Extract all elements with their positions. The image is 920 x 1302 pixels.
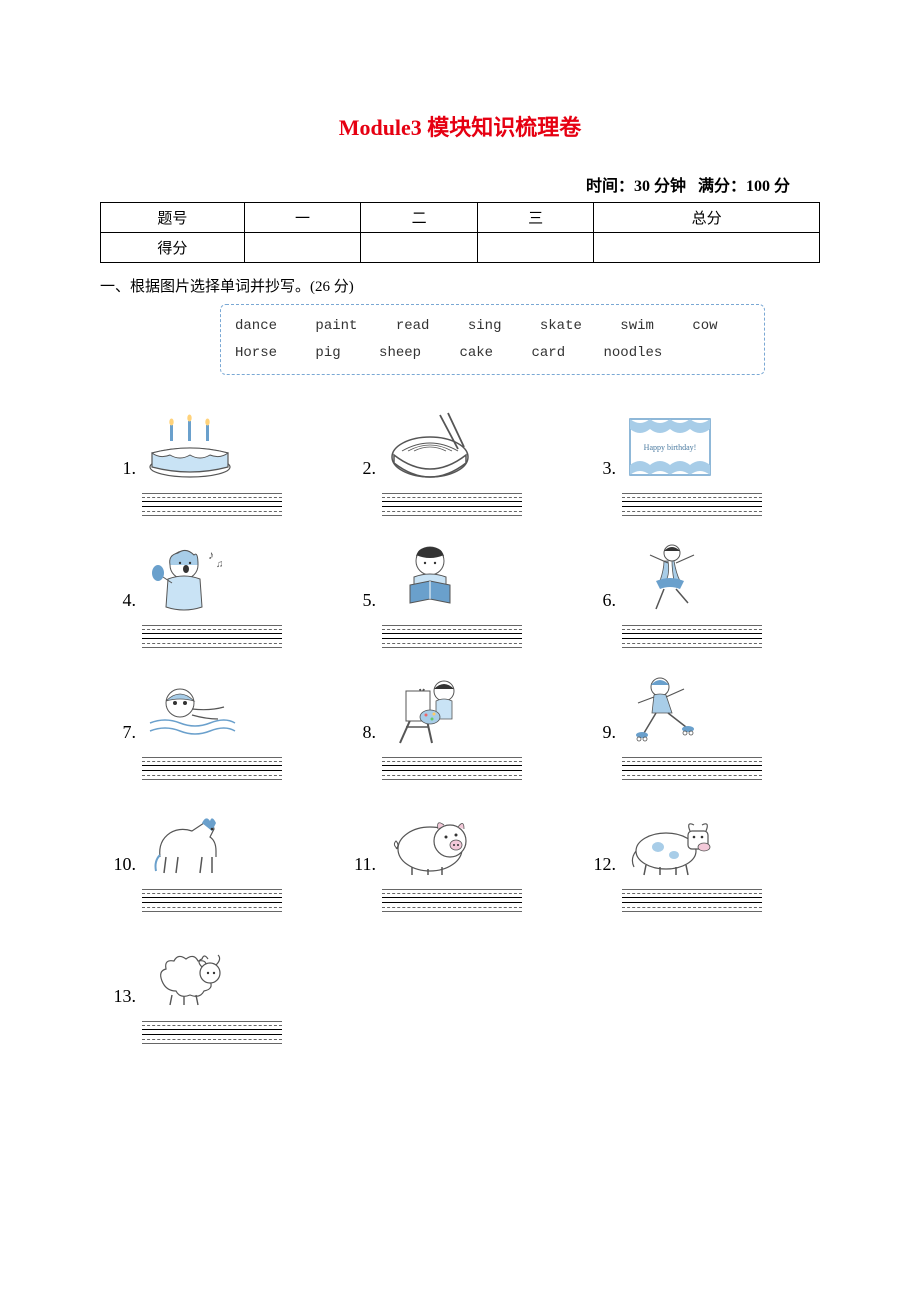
svg-text:Happy birthday!: Happy birthday! bbox=[644, 443, 697, 452]
list-item: 9. bbox=[580, 653, 820, 785]
sheep-icon bbox=[140, 933, 240, 1011]
cell: 二 bbox=[361, 203, 478, 233]
swim-icon bbox=[140, 669, 240, 747]
section-heading: 一、根据图片选择单词并抄写。(26 分) bbox=[100, 275, 820, 296]
item-number: 8. bbox=[352, 723, 376, 747]
cake-icon bbox=[140, 405, 240, 483]
item-number: 12. bbox=[592, 855, 616, 879]
writing-lines bbox=[382, 757, 522, 783]
pig-icon bbox=[380, 801, 480, 879]
horse-icon bbox=[140, 801, 240, 879]
skate-icon bbox=[620, 669, 720, 747]
item-number: 1. bbox=[112, 459, 136, 483]
writing-lines bbox=[622, 757, 762, 783]
time-label: 时间： bbox=[586, 178, 634, 195]
cell: 一 bbox=[244, 203, 361, 233]
page-title: Module3 模块知识梳理卷 bbox=[100, 110, 820, 142]
cell: 三 bbox=[477, 203, 594, 233]
word: cow bbox=[692, 313, 717, 340]
word: skate bbox=[540, 313, 582, 340]
item-number: 5. bbox=[352, 591, 376, 615]
word: paint bbox=[315, 313, 357, 340]
item-number: 10. bbox=[112, 855, 136, 879]
sing-icon bbox=[140, 537, 240, 615]
word: noodles bbox=[604, 340, 663, 367]
word: read bbox=[396, 313, 430, 340]
read-icon bbox=[380, 537, 480, 615]
cell: 得分 bbox=[101, 233, 245, 263]
paint-icon bbox=[380, 669, 480, 747]
word-bank-row: dance paint read sing skate swim cow bbox=[235, 313, 750, 340]
time-value: 30 分钟 bbox=[634, 178, 686, 195]
word: sing bbox=[468, 313, 502, 340]
writing-lines bbox=[382, 625, 522, 651]
item-number: 11. bbox=[352, 855, 376, 879]
item-number: 4. bbox=[112, 591, 136, 615]
score-value: 100 分 bbox=[746, 178, 790, 195]
table-row: 得分 bbox=[101, 233, 820, 263]
list-item: 4. bbox=[100, 521, 340, 653]
cell-empty bbox=[361, 233, 478, 263]
score-table: 题号 一 二 三 总分 得分 bbox=[100, 202, 820, 263]
word: pig bbox=[315, 340, 340, 367]
list-item: 2. bbox=[340, 389, 580, 521]
writing-lines bbox=[382, 889, 522, 915]
list-item: 13. bbox=[100, 917, 340, 1049]
writing-lines bbox=[142, 493, 282, 519]
word-bank: dance paint read sing skate swim cow Hor… bbox=[220, 304, 765, 375]
item-number: 9. bbox=[592, 723, 616, 747]
item-number: 3. bbox=[592, 459, 616, 483]
writing-lines bbox=[622, 889, 762, 915]
writing-lines bbox=[142, 625, 282, 651]
list-item: 10. bbox=[100, 785, 340, 917]
word: cake bbox=[459, 340, 493, 367]
word: Horse bbox=[235, 340, 277, 367]
score-label: 满分： bbox=[698, 178, 746, 195]
list-item: 11. bbox=[340, 785, 580, 917]
cell-empty bbox=[594, 233, 820, 263]
word: swim bbox=[620, 313, 654, 340]
table-row: 题号 一 二 三 总分 bbox=[101, 203, 820, 233]
card-icon: Happy birthday! bbox=[620, 405, 720, 483]
items-grid: 1. 2. 3. Happy birthday! 4. 5. 6. 7. 8. 9. 10. 11… bbox=[100, 389, 820, 1049]
word: dance bbox=[235, 313, 277, 340]
list-item: 12. bbox=[580, 785, 820, 917]
dance-icon bbox=[620, 537, 720, 615]
writing-lines bbox=[142, 1021, 282, 1047]
cell: 总分 bbox=[594, 203, 820, 233]
word: sheep bbox=[379, 340, 421, 367]
noodles-icon bbox=[380, 405, 480, 483]
cell-empty bbox=[477, 233, 594, 263]
list-item: 5. bbox=[340, 521, 580, 653]
word-bank-row: Horse pig sheep cake card noodles bbox=[235, 340, 750, 367]
cell-empty bbox=[244, 233, 361, 263]
writing-lines bbox=[622, 625, 762, 651]
item-number: 6. bbox=[592, 591, 616, 615]
word: card bbox=[531, 340, 565, 367]
writing-lines bbox=[142, 757, 282, 783]
writing-lines bbox=[622, 493, 762, 519]
list-item: 6. bbox=[580, 521, 820, 653]
writing-lines bbox=[382, 493, 522, 519]
item-number: 2. bbox=[352, 459, 376, 483]
list-item: 8. bbox=[340, 653, 580, 785]
item-number: 13. bbox=[112, 987, 136, 1011]
list-item: 3. Happy birthday! bbox=[580, 389, 820, 521]
item-number: 7. bbox=[112, 723, 136, 747]
cow-icon bbox=[620, 801, 720, 879]
cell: 题号 bbox=[101, 203, 245, 233]
list-item: 1. bbox=[100, 389, 340, 521]
list-item: 7. bbox=[100, 653, 340, 785]
writing-lines bbox=[142, 889, 282, 915]
meta-line: 时间：30 分钟 满分：100 分 bbox=[100, 172, 820, 196]
